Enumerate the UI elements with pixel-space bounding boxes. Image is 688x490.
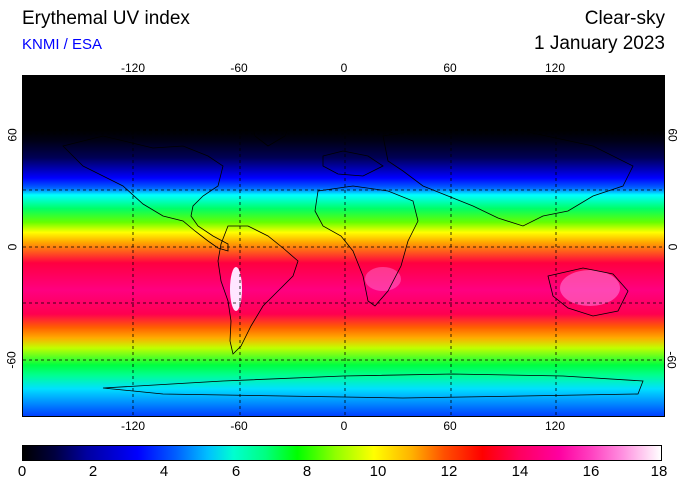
africa-outline — [314, 185, 419, 307]
lat-tick-right: -60 — [664, 351, 679, 369]
south-america-outline — [217, 225, 299, 355]
uv-colorbar — [22, 445, 662, 461]
uv-index-field — [23, 76, 664, 416]
lat-tick-right: 0 — [665, 243, 680, 251]
colorbar-label: 0 — [17, 463, 27, 480]
colorbar-label: 12 — [440, 463, 458, 480]
source-label: KNMI / ESA — [22, 36, 103, 53]
graticule — [23, 76, 664, 416]
colorbar-label: 6 — [231, 463, 241, 480]
colorbar-label: 4 — [159, 463, 169, 480]
greenland-outline — [247, 100, 294, 147]
lon-tick-bottom: 0 — [340, 419, 348, 433]
date-label: 1 January 2023 — [534, 33, 665, 54]
lon-tick-top: -60 — [230, 61, 248, 75]
lon-tick-bottom: -120 — [120, 419, 146, 433]
andes-uv-hotspot — [230, 267, 242, 311]
colorbar-label: 14 — [511, 463, 529, 480]
lon-tick-top: -120 — [120, 61, 146, 75]
lon-tick-top: 60 — [443, 61, 457, 75]
australia-outline — [547, 267, 629, 317]
lon-tick-top: 0 — [340, 61, 348, 75]
sky-mode-label: Clear-sky — [584, 8, 665, 29]
colorbar-label: 18 — [650, 463, 668, 480]
lon-tick-bottom: 120 — [544, 419, 566, 433]
coastline-overlay — [23, 76, 664, 416]
colorbar-label: 16 — [582, 463, 600, 480]
lon-tick-top: 120 — [544, 61, 566, 75]
colorbar-label: 2 — [88, 463, 98, 480]
lon-tick-bottom: 60 — [443, 419, 457, 433]
africa-uv-hotspot — [365, 267, 401, 291]
colorbar-label: 10 — [369, 463, 387, 480]
map-title: Erythemal UV index — [22, 8, 190, 29]
lat-tick-left: 60 — [5, 128, 20, 142]
antarctica-outline — [102, 373, 644, 399]
australia-uv-hotspot — [560, 270, 620, 306]
lat-tick-left: -60 — [4, 351, 19, 369]
europe-outline — [322, 150, 384, 177]
lon-tick-bottom: -60 — [230, 419, 248, 433]
uv-map — [22, 75, 665, 417]
north-america-outline — [62, 135, 229, 252]
lat-tick-left: 0 — [5, 243, 20, 251]
lat-tick-right: 60 — [665, 128, 680, 142]
asia-outline — [382, 125, 634, 227]
continent-outlines — [62, 100, 644, 399]
colorbar-label: 8 — [302, 463, 312, 480]
